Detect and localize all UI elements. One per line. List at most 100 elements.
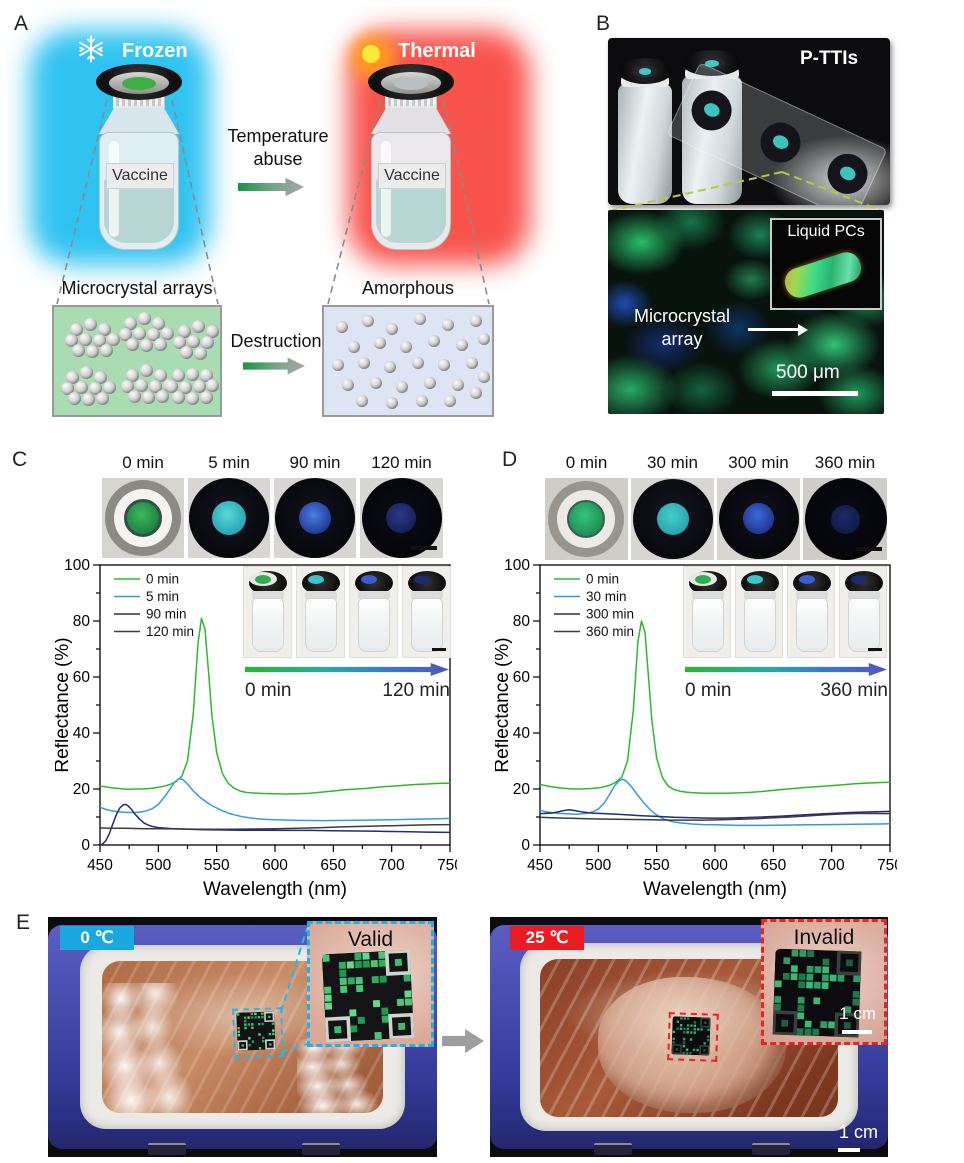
panel-a-dashed-connectors xyxy=(56,99,490,305)
inset-vial-photo xyxy=(839,566,887,658)
valid-label: Valid xyxy=(347,928,394,951)
svg-text:120 min: 120 min xyxy=(146,624,194,639)
indicator-dot-gray xyxy=(394,77,428,90)
glass-vial-2 xyxy=(680,50,744,204)
svg-text:30 min: 30 min xyxy=(586,589,627,604)
invalid-label: Invalid xyxy=(793,926,855,949)
svg-text:650: 650 xyxy=(760,857,786,874)
microsphere xyxy=(194,347,207,360)
vial-shoulder xyxy=(99,106,179,134)
microsphere xyxy=(478,371,490,383)
microsphere xyxy=(358,357,370,369)
cooler-latch xyxy=(752,1143,790,1155)
inset-scale-bar xyxy=(432,648,446,651)
microsphere xyxy=(103,381,116,394)
microsphere xyxy=(178,325,191,338)
microsphere xyxy=(206,379,219,392)
microsphere xyxy=(187,335,200,348)
microsphere xyxy=(79,333,92,346)
cap-photo-time-label: 5 min xyxy=(208,453,250,472)
microsphere xyxy=(386,397,398,409)
panel-e: E 0 ℃ Valid xyxy=(0,903,964,1163)
vial-series-inset-c: 0 min 120 min xyxy=(243,566,452,702)
valid-inset: Valid xyxy=(307,921,434,1047)
cap-photo-30min xyxy=(631,478,714,560)
microsphere xyxy=(180,346,193,359)
svg-text:550: 550 xyxy=(204,857,230,874)
indicator-dot-green xyxy=(122,77,156,90)
microsphere xyxy=(61,382,74,395)
qr-pattern xyxy=(771,948,863,1039)
microsphere xyxy=(186,392,199,405)
vaccine-label: Vaccine xyxy=(378,163,446,189)
microsphere xyxy=(172,369,185,382)
microsphere xyxy=(119,328,132,341)
microsphere xyxy=(152,317,165,330)
svg-text:80: 80 xyxy=(73,613,91,630)
vial-body: Vaccine xyxy=(371,132,451,250)
microsphere xyxy=(428,335,440,347)
microsphere xyxy=(98,323,111,336)
frozen-vial: Vaccine xyxy=(96,60,182,252)
microsphere xyxy=(66,371,79,384)
cooler-latch xyxy=(148,1143,186,1155)
microsphere xyxy=(470,387,482,399)
microsphere xyxy=(133,327,146,340)
microsphere xyxy=(126,369,139,382)
snowflake-icon xyxy=(79,35,103,63)
inset-vial-photo xyxy=(402,566,451,658)
microsphere xyxy=(84,318,97,331)
microsphere xyxy=(96,392,109,405)
microsphere xyxy=(149,380,162,393)
svg-text:300 min: 300 min xyxy=(586,607,634,622)
microsphere xyxy=(400,341,412,353)
micrograph-scale-bar xyxy=(772,391,858,396)
cap-photo-120min xyxy=(360,478,443,558)
inset-end-time: 360 min xyxy=(820,680,888,701)
svg-text:450: 450 xyxy=(87,857,113,874)
microsphere xyxy=(128,390,141,403)
reflectance-chart-c: 450 500 550 600 650 700 750 0 20 40 60 80 100 0 min 5 … xyxy=(55,557,457,900)
microsphere xyxy=(172,391,185,404)
microsphere xyxy=(89,382,102,395)
microsphere xyxy=(70,323,83,336)
microsphere xyxy=(121,380,134,393)
microsphere xyxy=(444,395,456,407)
cap-photo-0min xyxy=(102,478,184,558)
microsphere xyxy=(179,381,192,394)
microsphere xyxy=(452,379,464,391)
svg-text:0: 0 xyxy=(521,837,530,854)
microsphere xyxy=(374,337,386,349)
cap-photo-90min xyxy=(274,478,356,558)
time-gradient-arrow-icon xyxy=(245,663,449,676)
qr-pattern xyxy=(671,1016,711,1056)
microsphere xyxy=(186,368,199,381)
svg-text:90 min: 90 min xyxy=(146,607,187,622)
svg-text:100: 100 xyxy=(64,557,90,574)
panel-d: D 0 min 30 min 300 min 360 min 450 500 550… xyxy=(482,435,964,903)
microsphere xyxy=(206,325,219,338)
microsphere xyxy=(438,359,450,371)
microsphere xyxy=(161,327,174,340)
microsphere xyxy=(396,381,408,393)
microsphere xyxy=(75,381,88,394)
svg-text:650: 650 xyxy=(320,857,346,874)
microsphere xyxy=(416,395,428,407)
liquid-pcs-label: Liquid PCs xyxy=(787,223,865,240)
svg-text:0 min: 0 min xyxy=(146,572,179,587)
amorphous-caption: Amorphous xyxy=(361,278,455,298)
microsphere xyxy=(142,391,155,404)
microsphere xyxy=(384,361,396,373)
microcrystal-arrays-box xyxy=(52,305,222,417)
microsphere xyxy=(332,359,344,371)
inset-vial-photo xyxy=(296,566,345,658)
microsphere xyxy=(72,344,85,357)
vial-shoulder xyxy=(371,106,451,134)
svg-text:Reflectance (%): Reflectance (%) xyxy=(55,637,73,772)
svg-text:500: 500 xyxy=(145,857,171,874)
photo-scale-label: 1 cm xyxy=(838,1122,878,1142)
svg-text:700: 700 xyxy=(819,857,845,874)
liquid-pcs-inset: Liquid PCs xyxy=(770,218,882,310)
microsphere xyxy=(466,357,478,369)
inset-scale-bar xyxy=(842,1030,872,1034)
